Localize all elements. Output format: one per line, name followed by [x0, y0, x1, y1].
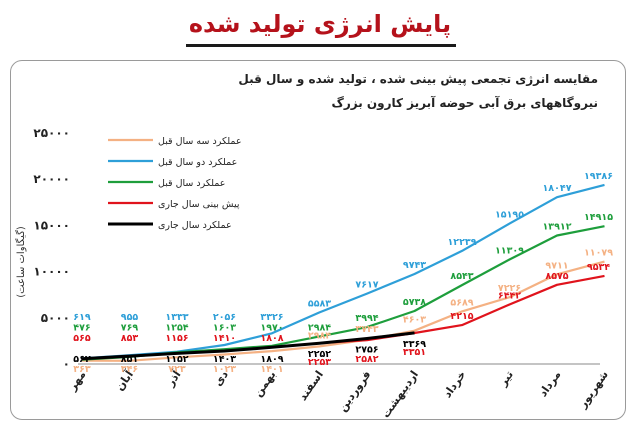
chart-title-line-2: نیروگاههای برق آبی حوضه آبریز کارون بزرگ [331, 96, 598, 110]
series-line-4 [81, 331, 415, 361]
data-label: ۷۲۲۶ [498, 283, 521, 294]
y-axis-label: (گیگاوات ساعت) [15, 226, 27, 298]
data-label: ۷۶۹ [121, 323, 139, 334]
data-label: ۱۱۳۰۹ [495, 246, 524, 257]
data-label: ۵۵۸۳ [308, 298, 331, 309]
y-tick-label: ۱۵۰۰۰ [33, 218, 70, 232]
data-label: ۲۲۵۲ [308, 349, 331, 360]
data-label: ۱۹۷۰ [260, 323, 283, 334]
data-label: ۹۵۳۴ [587, 262, 610, 273]
data-label: ۷۲۳ [168, 364, 186, 375]
legend-label-2: عملکرد سال قبل [158, 178, 225, 189]
data-label: ۱۱۰۷۹ [584, 248, 613, 259]
y-tick-label: ۲۵۰۰۰ [33, 126, 70, 140]
data-label: ۱۲۲۳۹ [448, 237, 477, 248]
series-line-0 [81, 260, 605, 362]
data-label: ۱۱۵۲ [165, 354, 188, 365]
data-label: ۲۹۸۴ [308, 330, 331, 341]
data-label: ۳۳۲۶ [260, 312, 283, 323]
data-label: ۲۵۸۲ [355, 354, 378, 365]
x-tick-label: اردیبهشت [379, 368, 421, 420]
data-label: ۹۷۴۳ [403, 260, 426, 271]
data-label: ۳۳۶۹ [403, 339, 426, 350]
data-label: ۴۲۱۵ [450, 311, 473, 322]
data-label: ۱۴۰۳ [213, 354, 236, 365]
data-label: ۶۴۴۲ [498, 291, 521, 302]
x-tick-label: تیر [496, 368, 516, 389]
data-label: ۵۷۳۸ [403, 297, 426, 308]
data-label: ۴۶۰۳ [403, 315, 426, 326]
legend-label-1: عملکرد دو سال قبل [158, 157, 237, 168]
data-label: ۲۲۵۳ [308, 357, 331, 368]
data-label: ۳۹۹۴ [355, 313, 378, 324]
data-label: ۲۹۸۴ [308, 322, 331, 333]
data-label: ۱۸۰۴۷ [543, 183, 572, 194]
legend-label-4: عملکرد سال جاری [158, 220, 232, 231]
x-tick-label: مرداد [536, 368, 563, 399]
data-label: ۹۷۱۱ [545, 260, 568, 271]
y-tick-label: ۲۰۰۰۰ [33, 172, 70, 186]
y-tick-label: ۵۰۰۰ [41, 311, 70, 325]
data-label: ۵۶۸۹ [450, 297, 473, 308]
legend-label-3: پیش بینی سال جاری [158, 199, 240, 210]
x-tick-label: اسفند [296, 368, 326, 403]
header: پایش انرژی تولید شده [0, 0, 640, 52]
data-label: ۴۷۶ [73, 323, 90, 334]
title-underline [186, 44, 456, 47]
data-label: ۱۸۰۸ [260, 333, 283, 344]
data-label: ۶۱۹ [73, 312, 91, 323]
data-label: ۱۳۳۳ [165, 312, 188, 323]
legend-label-0: عملکرد سه سال قبل [158, 136, 242, 147]
data-label: ۲۷۵۶ [355, 345, 378, 356]
y-tick-label: ۱۰۰۰۰ [33, 265, 70, 279]
data-label: ۱۱۵۶ [165, 333, 188, 344]
data-label: ۸۵۷۵ [545, 271, 568, 282]
data-label: ۳۴۶ [121, 364, 138, 375]
page-title: پایش انرژی تولید شده [188, 10, 452, 38]
data-label: ۹۵۵ [121, 312, 139, 323]
data-label: ۱۴۹۱۵ [584, 212, 613, 223]
data-label: ۱۶۰۳ [213, 323, 236, 334]
data-label: ۱۴۰۱ [260, 364, 283, 375]
x-tick-label: خرداد [441, 368, 469, 400]
data-label: ۱۵۱۹۵ [495, 210, 524, 221]
data-label: ۱۳۹۱۲ [543, 222, 572, 233]
data-label: ۳۷۴۳ [355, 324, 378, 335]
data-label: ۱۹۳۸۶ [584, 171, 613, 182]
data-label: ۱۴۱۰ [213, 333, 236, 344]
x-tick-label: شهریور [575, 368, 610, 411]
data-label: ۵۶۲ [73, 354, 91, 365]
data-label: ۲۰۵۶ [213, 312, 236, 323]
x-tick-label: فروردین [336, 368, 374, 414]
chart-title-line-1: مقایسه انرژی تجمعی پیش بینی شده ، تولید … [238, 72, 598, 86]
data-label: ۳۶۳ [73, 364, 91, 375]
data-label: ۸۵۱ [121, 354, 138, 365]
data-label: ۷۶۱۷ [355, 280, 378, 291]
data-label: ۱۸۰۹ [260, 354, 283, 365]
data-label: ۸۵۴۳ [450, 271, 473, 282]
data-label: ۳۳۵۱ [403, 347, 426, 358]
data-label: ۵۶۵ [73, 333, 91, 344]
data-label: ۱۰۲۳ [213, 364, 236, 375]
data-label: ۱۲۵۴ [165, 323, 188, 334]
y-tick-label: ۰ [63, 357, 70, 371]
data-label: ۸۵۳ [121, 333, 139, 344]
